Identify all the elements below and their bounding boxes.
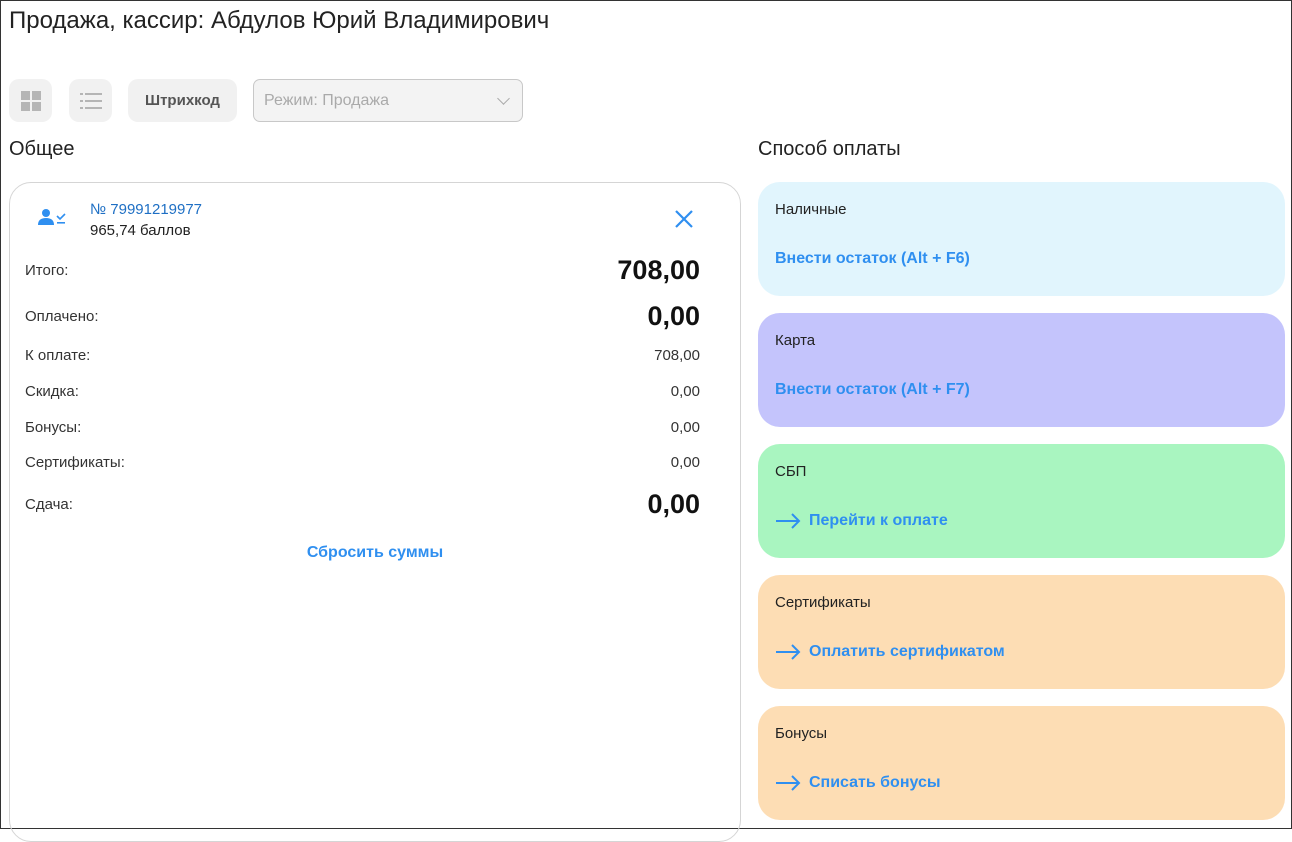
paid-row: Оплачено: 0,00: [25, 301, 700, 332]
payment-label: Карта: [775, 332, 816, 349]
row-label: Сдача:: [25, 496, 73, 513]
client-points: 965,74 баллов: [90, 222, 191, 239]
grid-view-icon: [20, 90, 41, 111]
payment-label: Бонусы: [775, 725, 828, 742]
discount-row: Скидка: 0,00: [25, 383, 700, 400]
payment-action[interactable]: Списать бонусы: [775, 774, 941, 792]
client-phone[interactable]: № 79991219977: [90, 201, 203, 218]
payment-action[interactable]: Перейти к оплате: [775, 512, 948, 530]
summary-card: № 79991219977 965,74 баллов Итого: 708,00…: [9, 182, 741, 842]
payment-action[interactable]: Оплатить сертификатом: [775, 643, 1005, 661]
payment-label: Сертификаты: [775, 594, 871, 611]
row-label: Итого:: [25, 262, 69, 279]
row-value: 0,00: [647, 301, 700, 331]
payment-sbp[interactable]: СБП Перейти к оплате: [758, 444, 1285, 558]
row-value: 708,00: [654, 347, 700, 364]
payment-label: СБП: [775, 463, 807, 480]
list-view-button[interactable]: [69, 79, 112, 122]
row-label: К оплате:: [25, 347, 91, 364]
row-label: Оплачено:: [25, 308, 99, 325]
total-row: Итого: 708,00: [25, 255, 700, 286]
arrow-right-icon: [776, 644, 801, 660]
change-row: Сдача: 0,00: [25, 489, 700, 520]
arrow-right-icon: [776, 513, 801, 529]
reset-sums-button[interactable]: Сбросить суммы: [10, 544, 740, 562]
row-value: 0,00: [670, 383, 700, 400]
mode-value: Режим: Продажа: [264, 92, 389, 109]
row-label: Бонусы:: [25, 419, 82, 436]
payment-bonuses[interactable]: Бонусы Списать бонусы: [758, 706, 1285, 820]
to-pay-row: К оплате: 708,00: [25, 347, 700, 364]
list-view-icon: [79, 92, 102, 109]
payment-heading: Способ оплаты: [758, 138, 901, 160]
payment-action-label: Списать бонусы: [809, 774, 941, 791]
bonuses-row: Бонусы: 0,00: [25, 419, 700, 436]
row-label: Скидка:: [25, 383, 79, 400]
reset-sums-label: Сбросить суммы: [306, 544, 444, 561]
payment-cash[interactable]: Наличные Внести остаток (Alt + F6): [758, 182, 1285, 296]
row-value: 0,00: [670, 454, 700, 471]
payment-card[interactable]: Карта Внести остаток (Alt + F7): [758, 313, 1285, 427]
general-heading: Общее: [9, 138, 75, 160]
row-value: 0,00: [670, 419, 700, 436]
payment-certificates[interactable]: Сертификаты Оплатить сертификатом: [758, 575, 1285, 689]
payment-action[interactable]: Внести остаток (Alt + F7): [775, 381, 970, 399]
close-icon[interactable]: [674, 209, 694, 229]
mode-select[interactable]: Режим: Продажа: [253, 79, 523, 122]
row-value: 708,00: [617, 255, 700, 285]
payment-action-label: Оплатить сертификатом: [809, 643, 1005, 660]
payment-action[interactable]: Внести остаток (Alt + F6): [775, 250, 970, 268]
certificates-row: Сертификаты: 0,00: [25, 454, 700, 471]
grid-view-button[interactable]: [9, 79, 52, 122]
payment-action-label: Внести остаток (Alt + F6): [775, 250, 970, 267]
arrow-right-icon: [776, 775, 801, 791]
payment-label: Наличные: [775, 201, 847, 218]
row-value: 0,00: [647, 489, 700, 519]
barcode-button[interactable]: Штрихкод: [128, 79, 237, 122]
payment-action-label: Перейти к оплате: [809, 512, 948, 529]
payment-action-label: Внести остаток (Alt + F7): [775, 381, 970, 398]
chevron-down-icon: [497, 92, 510, 105]
row-label: Сертификаты:: [25, 454, 125, 471]
page-title: Продажа, кассир: Абдулов Юрий Владимиров…: [9, 7, 550, 34]
user-check-icon: [38, 209, 66, 225]
